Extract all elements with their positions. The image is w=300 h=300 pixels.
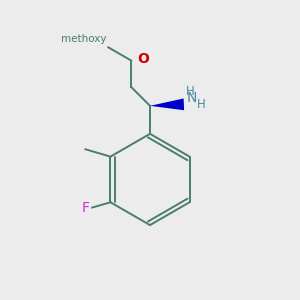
- Text: H: H: [197, 98, 206, 111]
- Polygon shape: [150, 98, 184, 110]
- Text: F: F: [82, 201, 90, 214]
- Text: N: N: [186, 92, 197, 106]
- Text: O: O: [137, 52, 149, 66]
- Text: methoxy: methoxy: [61, 34, 107, 44]
- Text: H: H: [186, 85, 195, 98]
